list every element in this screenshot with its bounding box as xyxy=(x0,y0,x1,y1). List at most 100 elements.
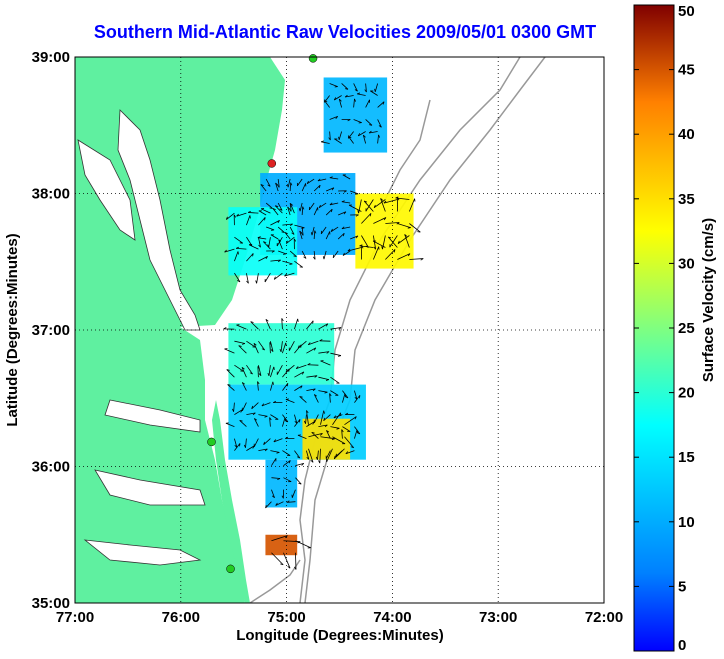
velocity-arrow xyxy=(313,250,316,260)
velocity-arrow-head xyxy=(277,184,280,188)
velocity-arrow xyxy=(332,436,346,445)
velocity-arrow-head xyxy=(307,342,311,345)
velocity-arrow-head xyxy=(310,232,313,236)
velocity-arrow-head xyxy=(261,348,265,351)
velocity-arrow xyxy=(353,83,358,92)
velocity-arrow xyxy=(241,382,247,391)
velocity-arrow xyxy=(329,202,339,206)
velocity-arrow-head xyxy=(324,100,328,103)
velocity-arrow-head xyxy=(310,460,314,463)
velocity-arrow-head xyxy=(355,235,359,239)
velocity-arrow-head xyxy=(364,200,368,203)
x-tick-label: 73:00 xyxy=(479,609,517,626)
velocity-arrow xyxy=(347,247,362,252)
velocity-arrow-head xyxy=(314,375,318,378)
velocity-arrow-head xyxy=(275,502,278,506)
velocity-arrow xyxy=(332,250,339,259)
velocity-arrow-head xyxy=(339,98,342,102)
velocity-arrow-head xyxy=(279,208,283,211)
velocity-arrow-head xyxy=(404,234,408,237)
velocity-arrow-head xyxy=(234,444,238,448)
velocity-arrow xyxy=(271,489,275,498)
velocity-arrow xyxy=(385,222,400,224)
velocity-arrow-head xyxy=(273,439,277,443)
velocity-arrow xyxy=(397,223,411,228)
velocity-arrow xyxy=(317,178,327,182)
velocity-arrow-head xyxy=(407,227,411,229)
velocity-arrow xyxy=(257,381,259,391)
velocity-arrow-head xyxy=(264,448,268,452)
velocity-arrow xyxy=(389,235,398,248)
velocity-arrow-head xyxy=(333,455,336,460)
velocity-arrow-head xyxy=(343,211,347,215)
velocity-arrow xyxy=(234,364,244,372)
velocity-arrow xyxy=(271,535,288,542)
velocity-arrow-head xyxy=(254,418,258,421)
velocity-arrow xyxy=(285,398,295,403)
velocity-arrow-head xyxy=(383,217,387,221)
velocity-arrow xyxy=(409,258,424,260)
velocity-arrow xyxy=(354,390,358,400)
velocity-arrow xyxy=(282,260,293,265)
velocity-arrow-head xyxy=(393,249,396,253)
velocity-arrow-head xyxy=(397,197,400,201)
velocity-arrow xyxy=(226,369,235,378)
velocity-arrow xyxy=(299,396,307,403)
x-tick-label: 74:00 xyxy=(373,609,411,626)
velocity-arrow xyxy=(246,253,254,262)
velocity-arrow-head xyxy=(252,253,254,257)
velocity-arrow xyxy=(258,210,267,216)
velocity-arrow xyxy=(284,232,291,240)
colorbar-tick-label: 30 xyxy=(678,255,695,272)
velocity-arrow xyxy=(271,477,281,479)
velocity-arrow xyxy=(373,246,380,260)
velocity-arrow xyxy=(330,390,339,396)
velocity-arrow xyxy=(320,360,331,366)
velocity-arrow-head xyxy=(311,432,315,434)
velocity-arrow xyxy=(268,237,271,248)
velocity-arrow xyxy=(277,202,283,211)
velocity-arrow-head xyxy=(338,327,342,330)
velocity-arrow-head xyxy=(288,460,291,464)
velocity-arrow xyxy=(342,174,351,180)
velocity-arrow xyxy=(294,318,299,330)
velocity-arrow-head xyxy=(329,393,332,397)
velocity-arrow-head xyxy=(240,409,243,413)
velocity-arrow-head xyxy=(291,232,295,235)
velocity-arrow xyxy=(270,366,275,378)
y-tick-label: 36:00 xyxy=(32,459,70,476)
velocity-region xyxy=(355,193,414,269)
velocity-arrow xyxy=(358,131,366,137)
velocity-arrow xyxy=(306,178,315,185)
velocity-arrow xyxy=(354,429,358,439)
velocity-arrow-head xyxy=(329,176,333,179)
velocity-arrow xyxy=(380,198,386,212)
velocity-arrow xyxy=(236,247,247,250)
velocity-arrow xyxy=(377,134,379,144)
velocity-arrow-head xyxy=(318,204,321,208)
velocity-arrow-head xyxy=(252,445,255,449)
velocity-arrow-head xyxy=(300,385,303,389)
velocity-arrow-head xyxy=(348,136,352,139)
velocity-arrow xyxy=(363,200,374,212)
velocity-arrow xyxy=(289,226,295,235)
velocity-arrow xyxy=(271,458,277,466)
velocity-arrow-head xyxy=(236,213,239,217)
velocity-arrow xyxy=(271,552,284,566)
velocity-arrow xyxy=(278,250,287,255)
velocity-arrow xyxy=(325,187,335,192)
velocity-arrow xyxy=(258,340,265,351)
velocity-arrow xyxy=(253,438,259,447)
velocity-arrow xyxy=(275,182,279,192)
velocity-arrow-head xyxy=(381,246,383,250)
velocity-arrow xyxy=(341,201,351,204)
velocity-arrow xyxy=(306,410,309,425)
velocity-arrow-head xyxy=(270,349,274,352)
velocity-arrow-head xyxy=(226,369,230,371)
velocity-arrow xyxy=(278,239,283,250)
velocity-arrow-head xyxy=(323,410,325,414)
velocity-arrow-head xyxy=(324,424,328,428)
velocity-arrow-head xyxy=(272,381,274,385)
velocity-arrow-head xyxy=(223,327,227,330)
colorbar-tick-label: 40 xyxy=(678,126,695,143)
